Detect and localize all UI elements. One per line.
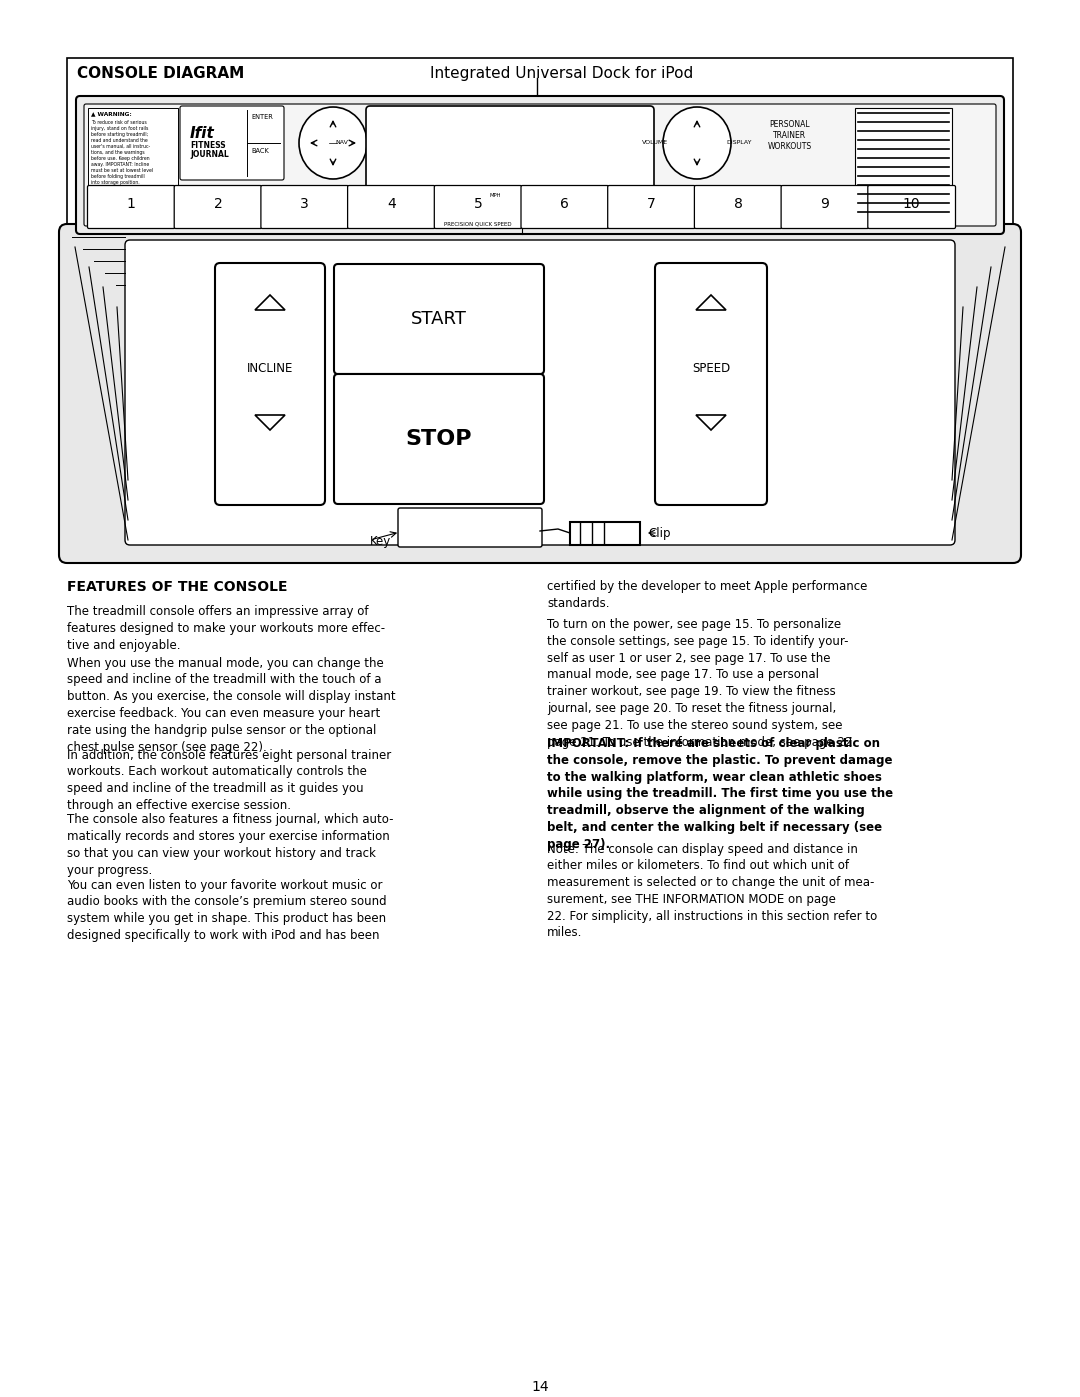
Text: CONSOLE DIAGRAM: CONSOLE DIAGRAM — [77, 66, 244, 81]
Text: NAV: NAV — [335, 141, 348, 145]
Bar — [87, 108, 178, 222]
FancyBboxPatch shape — [76, 96, 1004, 235]
Text: Key: Key — [370, 535, 391, 549]
Text: ENTER: ENTER — [251, 115, 273, 120]
Text: SPEED: SPEED — [692, 362, 730, 374]
Text: 8: 8 — [733, 197, 743, 211]
Text: START: START — [411, 310, 467, 328]
FancyBboxPatch shape — [180, 106, 284, 180]
FancyBboxPatch shape — [366, 106, 654, 224]
FancyBboxPatch shape — [434, 186, 522, 229]
Text: 4: 4 — [387, 197, 396, 211]
FancyBboxPatch shape — [399, 509, 542, 548]
FancyBboxPatch shape — [261, 186, 349, 229]
FancyBboxPatch shape — [781, 186, 868, 229]
Polygon shape — [696, 295, 726, 310]
Text: 7: 7 — [647, 197, 656, 211]
FancyBboxPatch shape — [694, 186, 782, 229]
FancyBboxPatch shape — [84, 103, 996, 226]
Text: PERSONAL
TRAINER
WORKOUTS: PERSONAL TRAINER WORKOUTS — [768, 120, 812, 151]
Text: 10: 10 — [903, 197, 920, 211]
Text: BACK: BACK — [251, 148, 269, 154]
FancyBboxPatch shape — [868, 186, 956, 229]
FancyBboxPatch shape — [654, 263, 767, 504]
FancyBboxPatch shape — [334, 374, 544, 504]
Text: MPH: MPH — [489, 193, 501, 198]
Text: Clip: Clip — [648, 528, 671, 541]
Text: 2: 2 — [214, 197, 222, 211]
Text: To reduce risk of serious
injury, stand on foot rails
before starting treadmill;: To reduce risk of serious injury, stand … — [91, 120, 153, 184]
Text: 14: 14 — [531, 1380, 549, 1394]
Text: The treadmill console offers an impressive array of
features designed to make yo: The treadmill console offers an impressi… — [67, 605, 386, 651]
Text: You can even listen to your favorite workout music or
audio books with the conso: You can even listen to your favorite wor… — [67, 879, 387, 942]
Text: STOP: STOP — [406, 429, 472, 448]
FancyBboxPatch shape — [348, 186, 435, 229]
Text: The console also features a fitness journal, which auto-
matically records and s: The console also features a fitness jour… — [67, 813, 393, 877]
Text: 5: 5 — [474, 197, 483, 211]
Text: FITNESS: FITNESS — [190, 141, 226, 149]
Bar — [570, 522, 640, 545]
Text: Ιfit: Ιfit — [190, 126, 215, 141]
Ellipse shape — [299, 108, 367, 179]
FancyBboxPatch shape — [87, 186, 175, 229]
Text: ▲ WARNING:: ▲ WARNING: — [91, 110, 132, 116]
Polygon shape — [696, 415, 726, 430]
Text: INCLINE: INCLINE — [247, 362, 293, 374]
Text: PRECISION QUICK SPEED: PRECISION QUICK SPEED — [444, 221, 512, 226]
Text: VOLUME: VOLUME — [642, 141, 669, 145]
FancyBboxPatch shape — [521, 186, 609, 229]
FancyBboxPatch shape — [174, 186, 261, 229]
FancyBboxPatch shape — [59, 224, 1021, 563]
FancyBboxPatch shape — [608, 186, 696, 229]
FancyBboxPatch shape — [334, 264, 544, 374]
FancyBboxPatch shape — [125, 240, 955, 545]
Polygon shape — [255, 415, 285, 430]
Text: IMPORTANT: If there are sheets of clear plastic on
the console, remove the plast: IMPORTANT: If there are sheets of clear … — [546, 738, 893, 851]
FancyBboxPatch shape — [215, 263, 325, 504]
Text: FEATURES OF THE CONSOLE: FEATURES OF THE CONSOLE — [67, 580, 287, 594]
Polygon shape — [255, 295, 285, 310]
Bar — [67, 59, 1013, 560]
Text: In addition, the console features eight personal trainer
workouts. Each workout : In addition, the console features eight … — [67, 749, 391, 812]
Bar — [855, 108, 951, 222]
Text: 9: 9 — [821, 197, 829, 211]
Text: When you use the manual mode, you can change the
speed and incline of the treadm: When you use the manual mode, you can ch… — [67, 657, 395, 753]
Text: Note: The console can display speed and distance in
either miles or kilometers. : Note: The console can display speed and … — [546, 842, 877, 940]
Text: certified by the developer to meet Apple performance
standards.: certified by the developer to meet Apple… — [546, 580, 867, 610]
Text: 6: 6 — [561, 197, 569, 211]
Ellipse shape — [663, 108, 731, 179]
Text: JOURNAL: JOURNAL — [190, 149, 229, 159]
Text: Integrated Universal Dock for iPod: Integrated Universal Dock for iPod — [430, 66, 693, 81]
Text: 1: 1 — [127, 197, 136, 211]
Text: DISPLAY: DISPLAY — [726, 141, 752, 145]
Text: To turn on the power, see page 15. To personalize
the console settings, see page: To turn on the power, see page 15. To pe… — [546, 617, 856, 749]
Text: 3: 3 — [300, 197, 309, 211]
